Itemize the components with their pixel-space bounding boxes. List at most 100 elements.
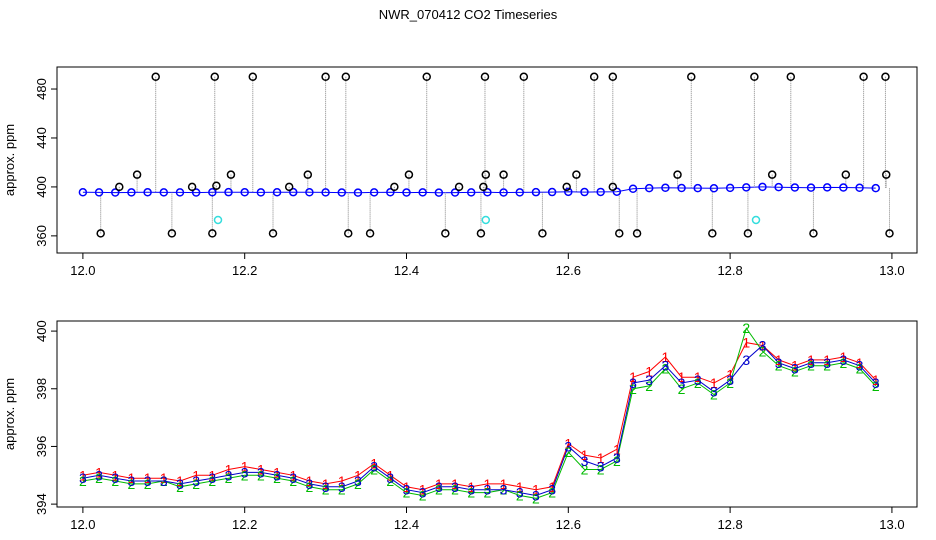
point-symbol: 2 xyxy=(872,378,880,394)
point-symbol: 2 xyxy=(144,476,152,492)
point xyxy=(191,188,201,197)
point-symbol: 1 xyxy=(160,470,168,486)
point-symbol: 3 xyxy=(597,459,605,475)
point-symbol: 3 xyxy=(775,355,783,371)
point xyxy=(859,72,868,82)
point-symbol: 3 xyxy=(791,361,799,377)
point-symbol: 2 xyxy=(79,473,87,489)
point-symbol: 1 xyxy=(208,467,216,483)
point xyxy=(483,188,492,197)
point-symbol: 1 xyxy=(500,476,508,492)
point xyxy=(187,182,197,192)
point-symbol: 2 xyxy=(128,476,136,492)
point-symbol: 1 xyxy=(354,467,362,483)
point-symbol: 2 xyxy=(564,444,572,460)
x-tick-label: 12.4 xyxy=(394,517,419,532)
point-symbol: 2 xyxy=(435,482,443,498)
point-symbol: 3 xyxy=(95,467,103,483)
point-symbol: 1 xyxy=(726,366,734,382)
point xyxy=(774,182,783,192)
point-symbol: 3 xyxy=(451,479,459,495)
point-symbol: 1 xyxy=(257,462,265,478)
point xyxy=(115,182,124,192)
point xyxy=(78,188,88,197)
point-symbol: 1 xyxy=(516,479,524,495)
point xyxy=(256,188,266,197)
point xyxy=(208,188,217,197)
point xyxy=(369,188,379,197)
point-symbol: 1 xyxy=(629,369,637,385)
point xyxy=(547,187,557,197)
point xyxy=(422,72,431,82)
point-symbol: 2 xyxy=(451,482,459,498)
point-symbol: 3 xyxy=(273,467,281,483)
point xyxy=(661,183,670,193)
point xyxy=(751,215,761,225)
point xyxy=(564,187,573,197)
point-symbol: 3 xyxy=(645,372,653,388)
point xyxy=(519,72,529,82)
point-symbol: 3 xyxy=(192,473,200,489)
point-symbol: 2 xyxy=(548,485,556,501)
point xyxy=(742,183,751,192)
y-axis-label: approx. ppm xyxy=(2,124,17,196)
point-symbol: 2 xyxy=(273,470,281,486)
point-symbol: 2 xyxy=(597,462,605,478)
point-symbol: 3 xyxy=(516,485,524,501)
point xyxy=(673,170,682,179)
point xyxy=(499,170,508,179)
point xyxy=(208,229,217,238)
y-tick-label: 480 xyxy=(34,78,49,100)
point-symbol: 2 xyxy=(516,487,524,503)
point-symbol: 3 xyxy=(419,485,427,501)
point-symbol: 1 xyxy=(435,476,443,492)
point xyxy=(96,229,105,238)
point-symbol: 3 xyxy=(532,487,540,503)
point-symbol: 2 xyxy=(160,473,168,489)
point-symbol: 2 xyxy=(645,378,653,394)
point-symbol: 3 xyxy=(581,453,589,469)
point-symbol: 1 xyxy=(322,476,330,492)
point-symbol: 1 xyxy=(386,467,394,483)
y-tick-label: 400 xyxy=(34,320,49,342)
point-symbol: 3 xyxy=(403,482,411,498)
point-symbol: 3 xyxy=(338,479,346,495)
point xyxy=(822,183,832,192)
point xyxy=(841,170,851,179)
point xyxy=(210,72,220,82)
point xyxy=(708,229,717,238)
point xyxy=(589,72,599,82)
point-symbol: 2 xyxy=(403,485,411,501)
point-symbol: 2 xyxy=(581,462,589,478)
point-symbol: 3 xyxy=(613,450,621,466)
point-symbol: 2 xyxy=(225,470,233,486)
point xyxy=(159,188,169,197)
point-symbol: 1 xyxy=(79,467,87,483)
point-symbol: 2 xyxy=(192,476,200,492)
point-symbol: 1 xyxy=(791,358,799,374)
point xyxy=(476,229,486,238)
point xyxy=(758,182,767,192)
point-symbol: 2 xyxy=(759,343,767,359)
point-symbol: 2 xyxy=(111,473,119,489)
point-symbol: 2 xyxy=(823,358,831,374)
point-symbol: 3 xyxy=(354,473,362,489)
point xyxy=(562,182,571,192)
x-tick-label: 12.2 xyxy=(232,517,257,532)
point xyxy=(402,188,411,197)
point-symbol: 1 xyxy=(532,482,540,498)
point-symbol: 1 xyxy=(839,349,847,365)
x-tick-label: 12.2 xyxy=(232,263,257,278)
point xyxy=(404,170,414,179)
y-tick-label: 440 xyxy=(34,127,49,149)
point xyxy=(839,183,848,192)
point xyxy=(596,187,605,197)
point xyxy=(580,187,589,197)
point-symbol: 2 xyxy=(338,482,346,498)
point xyxy=(94,188,104,197)
point-symbol: 1 xyxy=(419,482,427,498)
point xyxy=(767,170,777,179)
point-symbol: 2 xyxy=(322,482,330,498)
point-symbol: 1 xyxy=(95,464,103,480)
